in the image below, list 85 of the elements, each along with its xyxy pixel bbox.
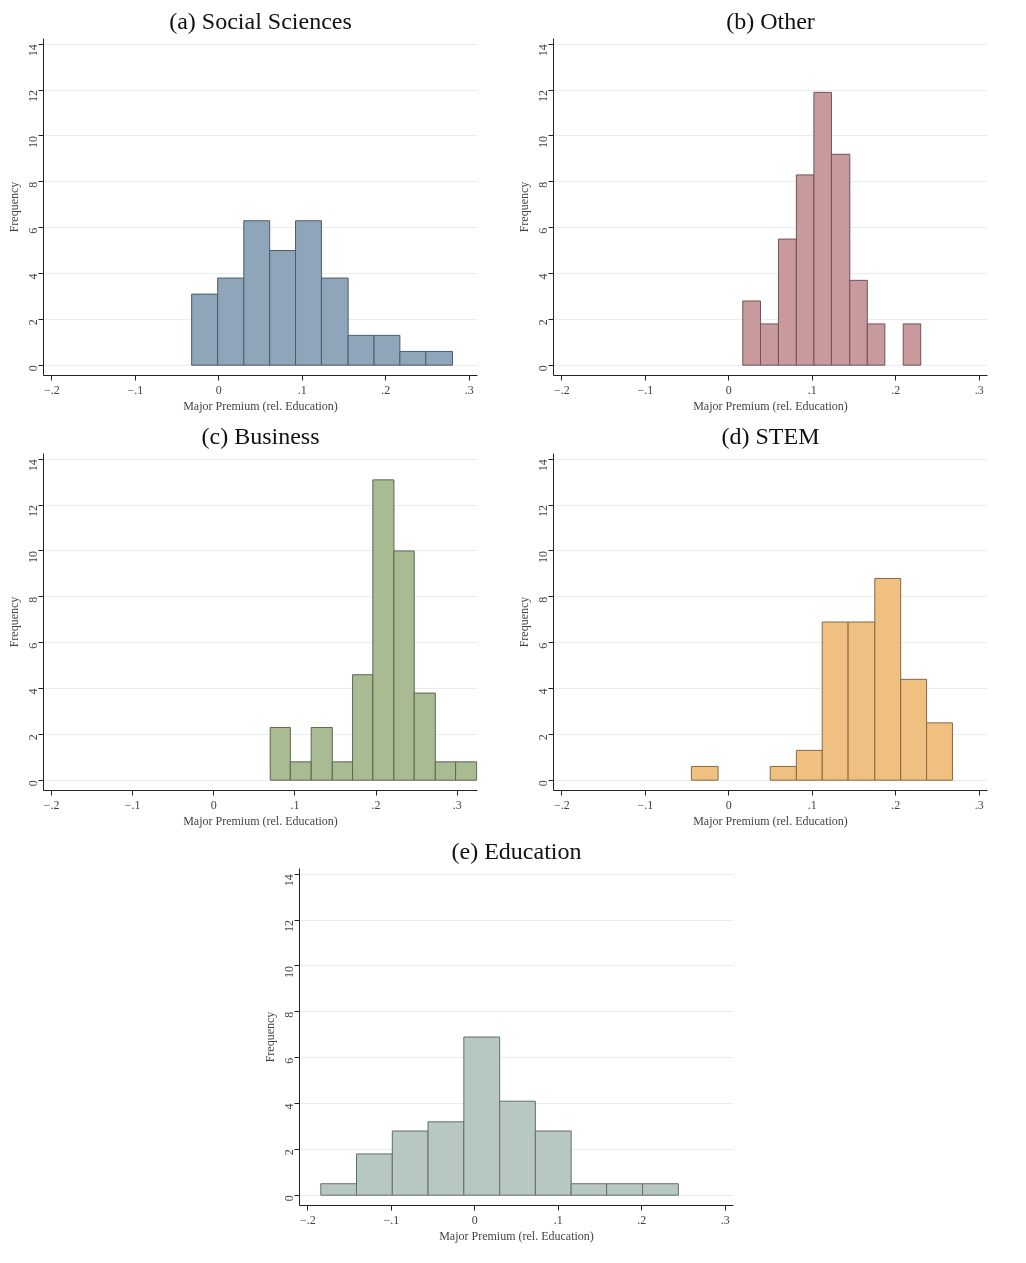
x-tick-label: −.1 <box>383 1212 400 1227</box>
x-tick-label: −.1 <box>637 382 654 397</box>
y-tick-label: 12 <box>282 920 297 933</box>
y-tick-label: 10 <box>26 135 41 148</box>
y-tick-label: 0 <box>26 365 41 372</box>
y-tick-label: 2 <box>536 319 551 326</box>
y-tick-label: 6 <box>536 227 551 234</box>
y-tick-label: 14 <box>26 459 41 472</box>
x-tick-label: 0 <box>215 382 222 397</box>
y-tick-label: 6 <box>282 1057 297 1064</box>
y-axis-title: Frequency <box>262 1011 277 1063</box>
y-tick-label: 6 <box>26 227 41 234</box>
x-tick-label: .3 <box>974 382 984 397</box>
y-tick-label: 12 <box>536 505 551 518</box>
x-tick-label: .2 <box>891 797 901 812</box>
y-tick-label: 2 <box>536 734 551 741</box>
chart-title: (a) Social Sciences <box>169 7 352 34</box>
x-tick-label: −.2 <box>299 1212 316 1227</box>
y-tick-label: 10 <box>282 965 297 978</box>
y-tick-label: 2 <box>26 319 41 326</box>
y-axis-title: Frequency <box>6 181 21 233</box>
y-tick-label: 6 <box>536 642 551 649</box>
x-tick-label: .1 <box>553 1212 563 1227</box>
y-tick-label: 6 <box>26 642 41 649</box>
chart-title: (c) Business <box>201 422 320 449</box>
y-tick-label: 0 <box>26 780 41 787</box>
y-tick-label: 12 <box>26 90 41 103</box>
x-tick-label: −.2 <box>43 797 60 812</box>
x-tick-label: −.2 <box>553 382 570 397</box>
y-tick-label: 10 <box>26 550 41 563</box>
x-tick-label: −.1 <box>637 797 654 812</box>
y-tick-label: 8 <box>282 1011 297 1018</box>
x-tick-label: −.2 <box>553 797 570 812</box>
y-tick-label: 10 <box>536 550 551 563</box>
x-axis-title: Major Premium (rel. Education) <box>183 813 338 828</box>
x-axis-title: Major Premium (rel. Education) <box>693 813 848 828</box>
x-tick-label: 0 <box>210 797 217 812</box>
y-tick-label: 14 <box>536 459 551 472</box>
chart-title: (d) STEM <box>721 422 820 449</box>
y-tick-label: 14 <box>282 874 297 887</box>
y-tick-label: 14 <box>536 44 551 57</box>
y-axis-title: Frequency <box>6 596 21 648</box>
x-tick-label: 0 <box>725 382 732 397</box>
y-tick-label: 0 <box>282 1195 297 1202</box>
x-axis-title: Major Premium (rel. Education) <box>439 1228 594 1243</box>
y-tick-label: 4 <box>536 273 551 280</box>
x-tick-label: .3 <box>974 797 984 812</box>
chart-title: (b) Other <box>726 7 815 34</box>
x-tick-label: .1 <box>807 382 817 397</box>
y-tick-label: 12 <box>536 90 551 103</box>
y-tick-label: 2 <box>26 734 41 741</box>
y-tick-label: 8 <box>26 181 41 188</box>
y-tick-label: 4 <box>536 688 551 695</box>
x-tick-label: 0 <box>725 797 732 812</box>
x-tick-label: −.1 <box>124 797 141 812</box>
x-tick-label: 0 <box>471 1212 478 1227</box>
x-tick-label: .3 <box>464 382 474 397</box>
y-axis-title: Frequency <box>516 181 531 233</box>
x-tick-label: .2 <box>637 1212 647 1227</box>
y-tick-label: 8 <box>26 596 41 603</box>
x-tick-label: .1 <box>290 797 300 812</box>
x-axis-title: Major Premium (rel. Education) <box>183 398 338 413</box>
y-tick-label: 4 <box>282 1103 297 1110</box>
x-tick-label: .2 <box>891 382 901 397</box>
y-axis-title: Frequency <box>516 596 531 648</box>
y-tick-label: 12 <box>26 505 41 518</box>
y-tick-label: 2 <box>282 1149 297 1156</box>
chart-title: (e) Education <box>451 837 582 864</box>
x-tick-label: .1 <box>297 382 307 397</box>
y-tick-label: 8 <box>536 596 551 603</box>
y-tick-label: 4 <box>26 688 41 695</box>
x-tick-label: −.1 <box>127 382 144 397</box>
y-tick-label: 8 <box>536 181 551 188</box>
x-tick-label: .2 <box>371 797 381 812</box>
y-tick-label: 4 <box>26 273 41 280</box>
y-tick-label: 0 <box>536 780 551 787</box>
y-tick-label: 10 <box>536 135 551 148</box>
y-tick-label: 14 <box>26 44 41 57</box>
y-tick-label: 0 <box>536 365 551 372</box>
x-tick-label: .3 <box>452 797 462 812</box>
x-tick-label: −.2 <box>43 382 60 397</box>
x-tick-label: .1 <box>807 797 817 812</box>
x-axis-title: Major Premium (rel. Education) <box>693 398 848 413</box>
x-tick-label: .3 <box>720 1212 730 1227</box>
x-tick-label: .2 <box>381 382 391 397</box>
